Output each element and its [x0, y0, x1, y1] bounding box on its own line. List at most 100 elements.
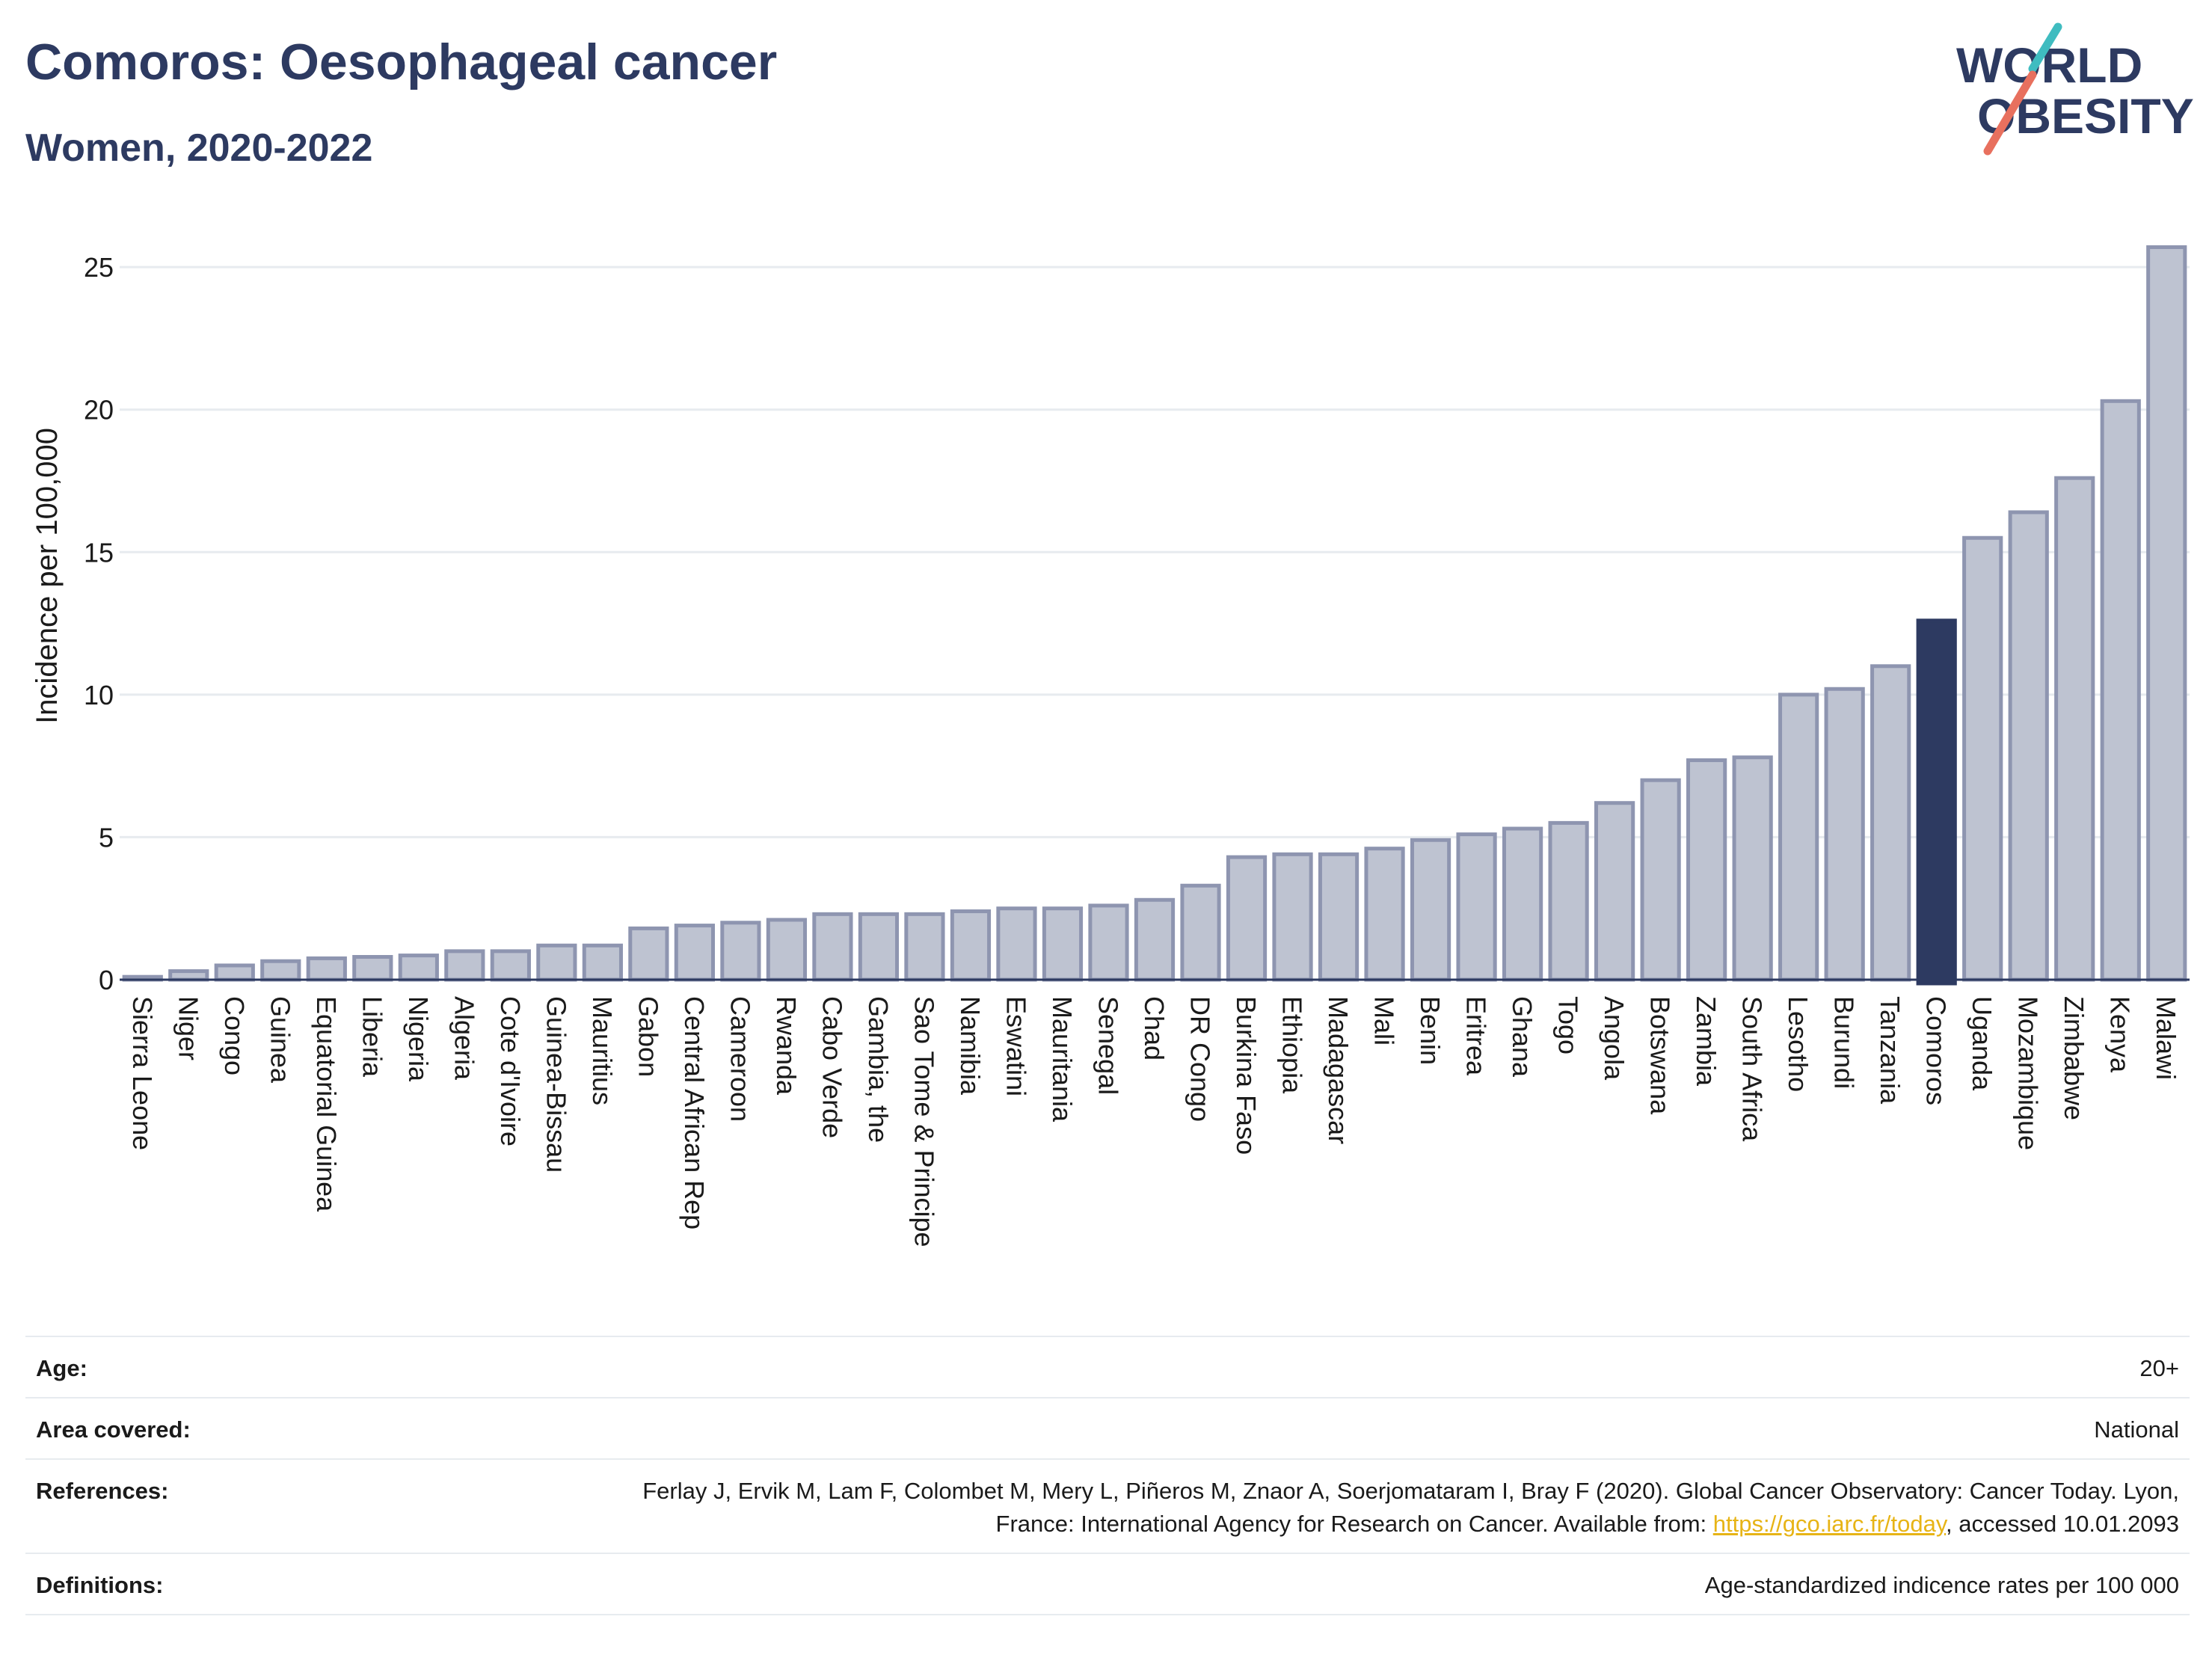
x-tick-label: Liberia	[357, 996, 387, 1078]
bar	[1686, 758, 1727, 982]
x-tick-label: Madagascar	[1323, 996, 1354, 1144]
area-label: Area covered:	[36, 1416, 191, 1443]
bar	[2146, 245, 2187, 982]
bar	[1548, 820, 1589, 982]
x-tick-label: Eritrea	[1461, 996, 1492, 1076]
bar	[1594, 801, 1635, 982]
logo-slash-teal	[2028, 22, 2062, 73]
bar	[1042, 906, 1084, 982]
references-value: Ferlay J, Ervik M, Lam F, Colombet M, Me…	[609, 1475, 2179, 1541]
x-tick-label: Niger	[173, 996, 203, 1060]
references-link[interactable]: https://gco.iarc.fr/today	[1712, 1511, 1947, 1537]
bar	[1778, 693, 1819, 982]
bar	[1318, 852, 1360, 982]
x-tick-label: Togo	[1553, 996, 1584, 1054]
logo-slash-coral	[1983, 70, 2037, 156]
x-tick-label: Gabon	[633, 996, 663, 1077]
x-tick-label: South Africa	[1737, 996, 1768, 1142]
x-tick-label: Cote d'Ivoire	[495, 996, 526, 1146]
definitions-label: Definitions:	[36, 1572, 164, 1598]
bar	[398, 954, 439, 982]
x-tick-label: Namibia	[955, 996, 986, 1096]
bar	[306, 956, 347, 982]
chart-subtitle: Women, 2020-2022	[25, 126, 373, 170]
y-tick-label: 0	[99, 965, 114, 995]
x-tick-label: Senegal	[1093, 996, 1123, 1095]
bar	[904, 912, 945, 982]
x-tick-label: Uganda	[1967, 996, 1997, 1091]
x-tick-label: Sao Tome & Principe	[909, 996, 939, 1247]
x-tick-label: Guinea-Bissau	[541, 996, 571, 1173]
info-row-references: References: Ferlay J, Ervik M, Lam F, Co…	[25, 1458, 2190, 1553]
x-tick-label: Central African Rep	[679, 996, 710, 1229]
bar	[168, 969, 209, 982]
x-tick-label: Mauritania	[1047, 996, 1078, 1123]
bar	[2100, 399, 2141, 982]
bar	[766, 918, 808, 982]
bar	[1640, 778, 1681, 982]
x-tick-label: Zambia	[1691, 996, 1721, 1087]
bar	[1962, 535, 2003, 982]
references-label: References:	[36, 1478, 169, 1504]
bar	[1088, 903, 1129, 982]
x-tick-label: Cameroon	[725, 996, 755, 1122]
x-tick-label: Mozambique	[2013, 996, 2044, 1150]
x-tick-label: Burundi	[1829, 996, 1860, 1089]
x-tick-label: Tanzania	[1875, 996, 1905, 1105]
bar	[1870, 664, 1911, 982]
x-tick-label: Mauritius	[587, 996, 618, 1105]
age-label: Age:	[36, 1355, 87, 1381]
x-tick-label: Congo	[219, 996, 250, 1075]
logo-text-obesity: OBESITY	[1977, 88, 2194, 144]
bar	[1410, 838, 1451, 982]
bar	[720, 921, 761, 982]
area-value: National	[2094, 1416, 2179, 1443]
bar	[260, 959, 301, 982]
x-tick-label: Sierra Leone	[127, 996, 158, 1150]
x-tick-label: Burkina Faso	[1231, 996, 1262, 1155]
bar	[674, 924, 715, 982]
chart-title: Comoros: Oesophageal cancer	[25, 34, 778, 90]
x-tick-label: Algeria	[449, 996, 479, 1081]
x-tick-label: Kenya	[2105, 996, 2136, 1073]
bar	[1364, 847, 1405, 982]
x-tick-label: Chad	[1139, 996, 1170, 1060]
bar	[1502, 826, 1543, 982]
bar-chart: 0 5 10 15 20 25 Sierra Leone Niger Congo Guinea E…	[31, 245, 2190, 1247]
x-tick-label: Rwanda	[771, 996, 802, 1096]
definitions-value: Age-standardized indicence rates per 100…	[1704, 1572, 2179, 1598]
world-obesity-logo: WORLD OBESITY	[1956, 22, 2194, 156]
y-axis-ticks: 0 5 10 15 20 25	[84, 252, 114, 995]
bar	[858, 912, 900, 982]
x-tick-label: Malawi	[2151, 996, 2181, 1080]
x-tick-label: Angola	[1599, 996, 1629, 1081]
bar	[1456, 832, 1497, 982]
bar-highlighted	[1916, 618, 1957, 986]
x-tick-label: Benin	[1415, 996, 1446, 1065]
x-tick-label: Botswana	[1645, 996, 1676, 1115]
x-tick-label: Nigeria	[403, 996, 434, 1082]
bar	[2054, 476, 2095, 982]
x-tick-label: Eswatini	[1001, 996, 1031, 1096]
x-tick-label: Gambia, the	[863, 996, 894, 1143]
x-tick-label: Equatorial Guinea	[311, 996, 342, 1212]
bar	[996, 906, 1037, 982]
bar	[444, 949, 485, 982]
x-tick-label: DR Congo	[1185, 996, 1216, 1122]
bar	[352, 955, 393, 982]
info-row-definitions: Definitions: Age-standardized indicence …	[25, 1553, 2190, 1615]
y-tick-label: 10	[84, 680, 114, 710]
references-text: Ferlay J, Ervik M, Lam F, Colombet M, Me…	[642, 1478, 2179, 1537]
y-tick-label: 15	[84, 537, 114, 568]
age-value: 20+	[2139, 1355, 2179, 1381]
bar	[214, 963, 255, 982]
bar	[950, 909, 992, 982]
bar	[536, 943, 577, 982]
references-accessed: , accessed 10.01.2093	[1946, 1511, 2179, 1537]
x-tick-label: Comoros	[1921, 996, 1952, 1105]
x-tick-label: Lesotho	[1783, 996, 1813, 1092]
x-tick-label: Mali	[1369, 996, 1400, 1045]
x-tick-label: Zimbabwe	[2059, 996, 2089, 1120]
y-tick-label: 20	[84, 395, 114, 426]
x-axis-labels: Sierra Leone Niger Congo Guinea Equatorial G…	[127, 996, 2181, 1247]
